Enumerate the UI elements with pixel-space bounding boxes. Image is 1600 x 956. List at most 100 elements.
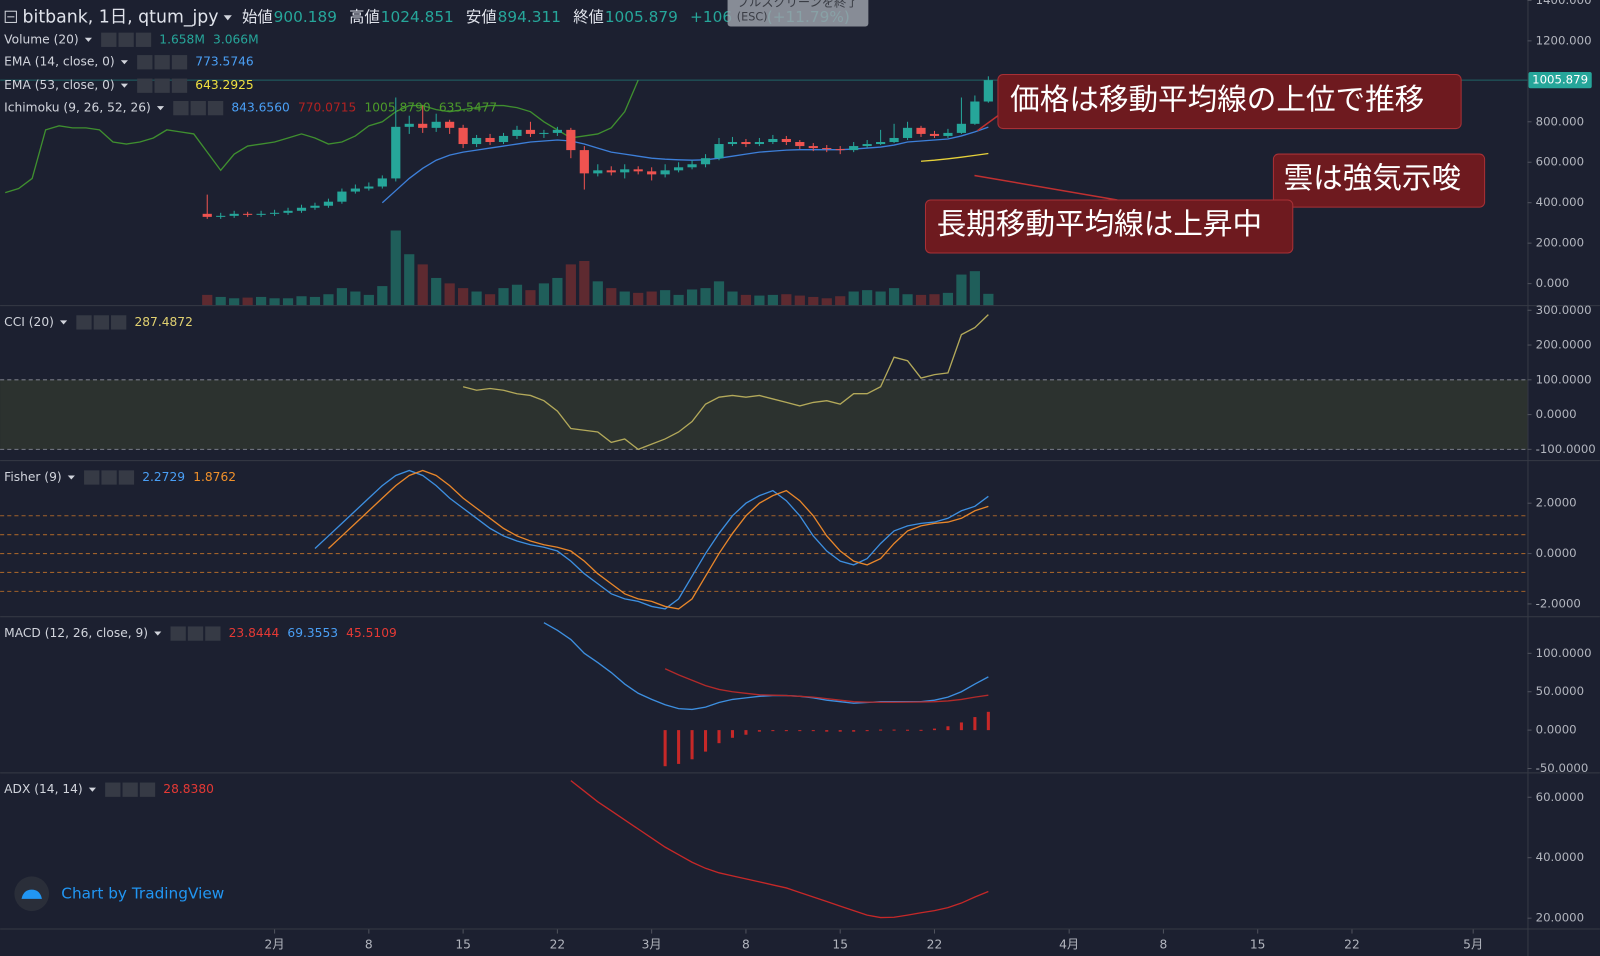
indicator-button[interactable] [205,626,221,641]
x-tick-label: 8 [365,937,373,951]
stat-label: 始値 [242,8,273,26]
candle-body [458,127,468,145]
y-tick-label: -100.0000 [1536,442,1596,456]
volume-bar [309,296,321,306]
indicator-button[interactable] [105,782,121,797]
volume-bar [242,297,253,306]
volume-bar [983,293,994,306]
indicator-name: Fisher (9) [4,470,61,484]
histogram-bar [730,730,734,738]
volume-bar [498,288,509,306]
y-tick-label: 0.0000 [1536,723,1577,737]
indicator-button[interactable] [118,32,134,47]
stat-label: 安値 [466,8,497,26]
indicator-button[interactable] [111,315,127,330]
histogram-bar [986,711,990,731]
y-tick-label: 400.000 [1536,195,1584,209]
candle-body [916,127,926,134]
volume-bar [956,274,967,306]
indicator-button[interactable] [135,32,152,47]
volume-bar [606,288,617,306]
collapse-icon[interactable] [4,10,17,23]
indicator-value: 2.2729 [142,470,185,484]
candle-body [606,170,616,173]
indicator-name: MACD (12, 26, close, 9) [4,626,148,640]
dropdown-arrow [120,60,128,65]
candle-body [700,158,711,165]
candle-body [296,207,307,211]
candle-body [808,146,818,149]
candle-body [795,142,805,147]
fullscreen-overlay-key: (ESC) [737,10,768,23]
volume-bar [875,291,886,306]
indicator-button[interactable] [101,32,117,47]
indicator-button[interactable] [101,470,117,485]
level-band [0,379,1528,450]
brand-text[interactable]: Chart by TradingView [61,884,224,902]
y-tick-label: 0.0000 [1536,407,1577,421]
indicator-button[interactable] [173,101,189,116]
candle-body [283,210,293,213]
y-tick-label: 200.000 [1536,236,1584,250]
indicator-line [920,152,989,162]
indicator-button[interactable] [154,55,170,70]
annotation-box [924,199,1294,254]
branding[interactable]: Chart by TradingView [14,876,224,912]
candle-body [687,164,697,168]
indicator-name: CCI (20) [4,315,54,329]
y-tick-label: 0.000 [1536,276,1570,290]
volume-bar [848,291,859,306]
volume-bar [229,298,240,306]
candle-body [269,212,280,214]
indicator-value: 23.8444 [229,626,280,640]
indicator-button[interactable] [139,782,156,797]
indicator-line [5,79,639,194]
indicator-button[interactable] [207,101,224,116]
volume-bar [835,296,846,306]
histogram-bar [825,730,829,732]
indicator-button[interactable] [171,78,188,93]
volume-bar [808,296,819,306]
indicator-button[interactable] [171,55,188,70]
x-tick-label: 8 [1160,937,1168,951]
indicator-button[interactable] [190,101,206,116]
indicator-button[interactable] [118,470,135,485]
indicator-button[interactable] [84,470,100,485]
indicator-value: 643.2925 [195,78,253,92]
candle-body [741,142,751,145]
x-tick-label: 15 [1250,937,1266,951]
brand-logo-mark [21,889,42,899]
annotations: 価格は移動平均線の上位で推移 雲は強気示唆 長期移動平均線は上昇中 [924,73,1486,254]
volume-bar [296,296,307,306]
volume-bar [592,281,603,306]
indicator-name: EMA (53, close, 0) [4,78,115,92]
indicator-button[interactable] [154,78,170,93]
stat-value: 1005.879 [605,8,678,26]
indicator-button[interactable] [170,626,186,641]
last-price-tag [1528,71,1592,89]
indicator-button[interactable] [137,78,153,93]
volume-bar [673,294,684,306]
indicator-button[interactable] [93,315,109,330]
dropdown-arrow [154,631,162,636]
indicator-button[interactable] [122,782,138,797]
y-tick-label: 200.0000 [1536,338,1592,352]
indicator-line [381,126,989,204]
x-tick-label: 15 [455,937,471,951]
candle-body [377,178,387,187]
dropdown-arrow [60,320,68,325]
dropdown-arrow [156,106,165,111]
last-price-label: 1005.879 [1532,73,1588,87]
volume-bar [646,291,657,306]
indicator-button[interactable] [137,55,153,70]
indicator-button[interactable] [76,315,92,330]
volume-bar [511,284,523,306]
x-tick-label: 2月 [265,937,285,951]
indicator-button[interactable] [187,626,204,641]
y-tick-label: 40.0000 [1536,850,1584,864]
indicator-name: ADX (14, 14) [4,782,83,796]
fullscreen-overlay[interactable] [727,0,869,27]
